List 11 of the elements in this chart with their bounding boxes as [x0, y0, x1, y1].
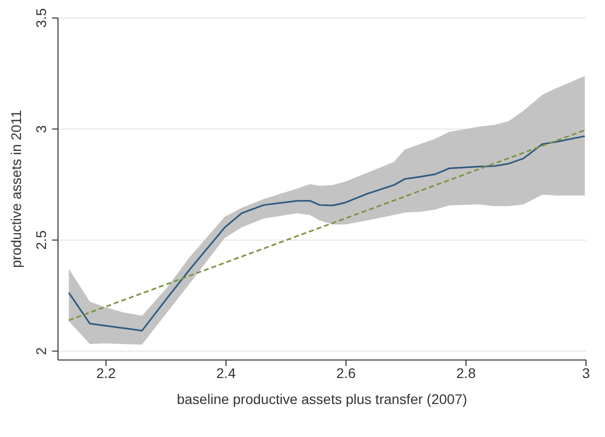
x-axis-title: baseline productive assets plus transfer (2007) — [176, 391, 468, 407]
x-tick-label: 2.6 — [336, 364, 356, 381]
x-tick-label: 2.2 — [96, 364, 116, 381]
y-axis-title: productive assets in 2011 — [8, 110, 24, 268]
y-tick-label: 2.5 — [33, 230, 49, 250]
y-tick-label: 2 — [33, 347, 49, 356]
y-tick-label: 3.5 — [33, 8, 49, 28]
y-tick-label: 3 — [33, 124, 49, 133]
x-tick-label: 2.8 — [456, 364, 476, 381]
x-tick-label: 2.4 — [216, 364, 236, 381]
x-tick-label: 3 — [582, 364, 590, 381]
